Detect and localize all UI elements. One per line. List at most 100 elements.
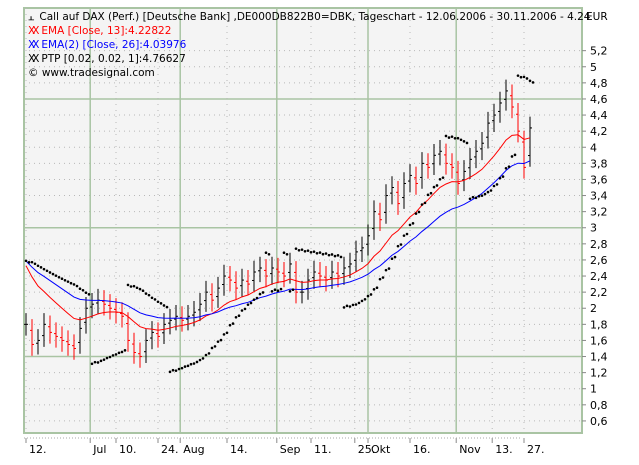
sar-dot — [420, 203, 424, 206]
x-tick-label: Nov — [459, 443, 481, 456]
sar-dot — [102, 358, 106, 361]
sar-dot — [333, 254, 337, 258]
sar-dot — [285, 253, 289, 256]
sar-dot — [138, 287, 142, 291]
legend-ema2[interactable]: XX EMA(2) [Close, 26]:4.03976 — [28, 39, 187, 51]
y-tick-label: 2,4 — [590, 270, 608, 283]
x-tick-label: 13. — [495, 443, 513, 456]
sar-dot — [189, 362, 193, 366]
sar-dot — [402, 234, 406, 237]
y-tick-label: 1,6 — [590, 334, 608, 347]
sar-dot — [399, 243, 403, 246]
sar-dot — [237, 314, 241, 317]
sar-dot — [345, 304, 349, 308]
sar-dot — [141, 289, 145, 293]
legend-ptp[interactable]: XX PTP [0.02, 0.02, 1]:4.76627 — [28, 53, 186, 65]
sar-dot — [84, 291, 88, 295]
legend-ema[interactable]: XX EMA [Close, 13]:4.22822 — [28, 25, 172, 37]
sar-dot — [129, 285, 133, 288]
sar-dot — [186, 364, 190, 368]
sar-dot — [432, 185, 436, 189]
sar-dot — [339, 255, 343, 259]
sar-dot — [441, 176, 445, 179]
sar-dot — [462, 140, 466, 143]
sar-dot — [174, 369, 178, 372]
line-style-icon: XX — [28, 39, 40, 51]
y-tick-label: 0,8 — [590, 399, 608, 412]
sar-dot — [315, 251, 319, 255]
y-tick-label: 3 — [590, 222, 597, 235]
sar-dot — [459, 138, 463, 142]
sar-dot — [474, 196, 478, 200]
sar-dot — [270, 290, 274, 293]
sar-dot — [105, 356, 109, 360]
sar-dot — [417, 210, 421, 214]
sar-dot — [90, 362, 94, 366]
sar-dot — [306, 249, 310, 252]
sar-dot — [165, 305, 169, 309]
y-tick-label: 1,2 — [590, 367, 608, 380]
sar-dot — [378, 277, 382, 281]
sar-dot — [114, 353, 118, 356]
sar-dot — [153, 298, 157, 301]
x-tick-label: 25. — [358, 443, 376, 456]
sar-dot — [222, 333, 226, 336]
sar-dot — [282, 251, 286, 254]
sar-dot — [195, 360, 199, 364]
sar-dot — [513, 153, 517, 157]
sar-dot — [192, 362, 196, 365]
sar-dot — [360, 299, 364, 303]
chart-title: ⫠ Call auf DAX (Perf.) [Deutsche Bank] ,D… — [28, 11, 591, 23]
sar-dot — [210, 346, 214, 350]
sar-dot — [414, 212, 418, 215]
sar-dot — [456, 136, 460, 140]
sar-dot — [252, 298, 256, 301]
x-tick-label: Okt — [371, 443, 391, 456]
sar-dot — [57, 275, 61, 279]
y-tick-label: 2 — [590, 302, 597, 315]
sar-dot — [60, 277, 64, 280]
sar-dot — [240, 309, 244, 312]
sar-dot — [48, 271, 52, 274]
sar-dot — [276, 289, 280, 293]
sar-dot — [381, 276, 385, 279]
sar-dot — [204, 353, 208, 357]
sar-dot — [51, 272, 55, 276]
sar-dot — [450, 135, 454, 138]
sar-dot — [81, 289, 85, 292]
sar-dot — [63, 279, 67, 282]
sar-dot — [408, 223, 412, 227]
sar-dot — [171, 368, 175, 372]
sar-dot — [411, 222, 415, 225]
sar-dot — [231, 322, 235, 325]
sar-dot — [519, 75, 523, 79]
y-tick-label: 4,2 — [590, 125, 608, 138]
sar-dot — [309, 250, 313, 254]
sar-dot — [366, 294, 370, 298]
sar-dot — [471, 195, 475, 199]
y-tick-label: 5 — [590, 61, 597, 74]
sar-dot — [156, 300, 160, 304]
sar-dot — [123, 349, 127, 352]
sar-dot — [120, 350, 124, 354]
sar-dot — [504, 166, 508, 170]
sar-dot — [180, 366, 184, 370]
sar-dot — [27, 261, 31, 264]
x-tick-label: Aug — [183, 443, 204, 456]
sar-dot — [480, 194, 484, 197]
sar-dot — [297, 248, 301, 252]
sar-dot — [294, 247, 298, 250]
sar-dot — [369, 293, 373, 296]
sar-dot — [177, 367, 181, 371]
sar-dot — [525, 77, 529, 80]
sar-dot — [219, 338, 223, 342]
sar-dot — [78, 287, 82, 290]
sar-dot — [444, 134, 448, 138]
sar-dot — [387, 267, 391, 270]
plot-area — [23, 7, 583, 434]
sar-dot — [132, 284, 136, 288]
sar-dot — [363, 298, 367, 301]
sar-dot — [528, 79, 532, 83]
sar-dot — [396, 244, 400, 248]
sar-dot — [318, 251, 322, 254]
